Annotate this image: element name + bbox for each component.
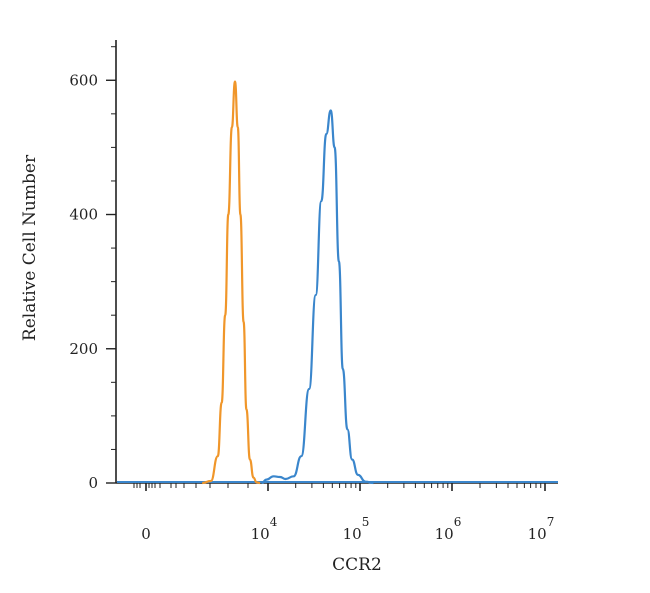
y-tick-label: 600 <box>69 71 98 89</box>
x-tick-label-base: 0 <box>141 525 151 543</box>
x-axis-title: CCR2 <box>332 555 382 575</box>
histogram-series-2 <box>261 109 374 485</box>
x-tick-label: 104 <box>251 515 278 543</box>
x-tick-label-exponent: 4 <box>270 515 278 529</box>
x-tick-label-base: 10 <box>343 525 362 543</box>
x-tick-label-exponent: 7 <box>547 515 555 529</box>
x-tick-label-base: 10 <box>251 525 270 543</box>
series-layer <box>117 80 558 485</box>
x-tick-label-base: 10 <box>528 525 547 543</box>
y-tick-label: 400 <box>69 206 98 224</box>
y-tick-label: 200 <box>69 340 98 358</box>
y-ticks-layer: 0 200 400 600 <box>69 46 116 492</box>
y-axis-title: Relative Cell Number <box>20 154 40 341</box>
x-tick-label-exponent: 6 <box>454 515 462 529</box>
x-tick-label-base: 10 <box>435 525 454 543</box>
x-tick-label: 105 <box>343 515 370 543</box>
x-tick-label: 106 <box>435 515 462 543</box>
y-tick-label: 0 <box>88 474 98 492</box>
x-tick-label: 0 <box>141 525 151 543</box>
x-tick-label: 107 <box>528 515 555 543</box>
x-tick-label-exponent: 5 <box>362 515 370 529</box>
axes-layer <box>115 40 558 484</box>
histogram-series-1 <box>202 80 261 485</box>
